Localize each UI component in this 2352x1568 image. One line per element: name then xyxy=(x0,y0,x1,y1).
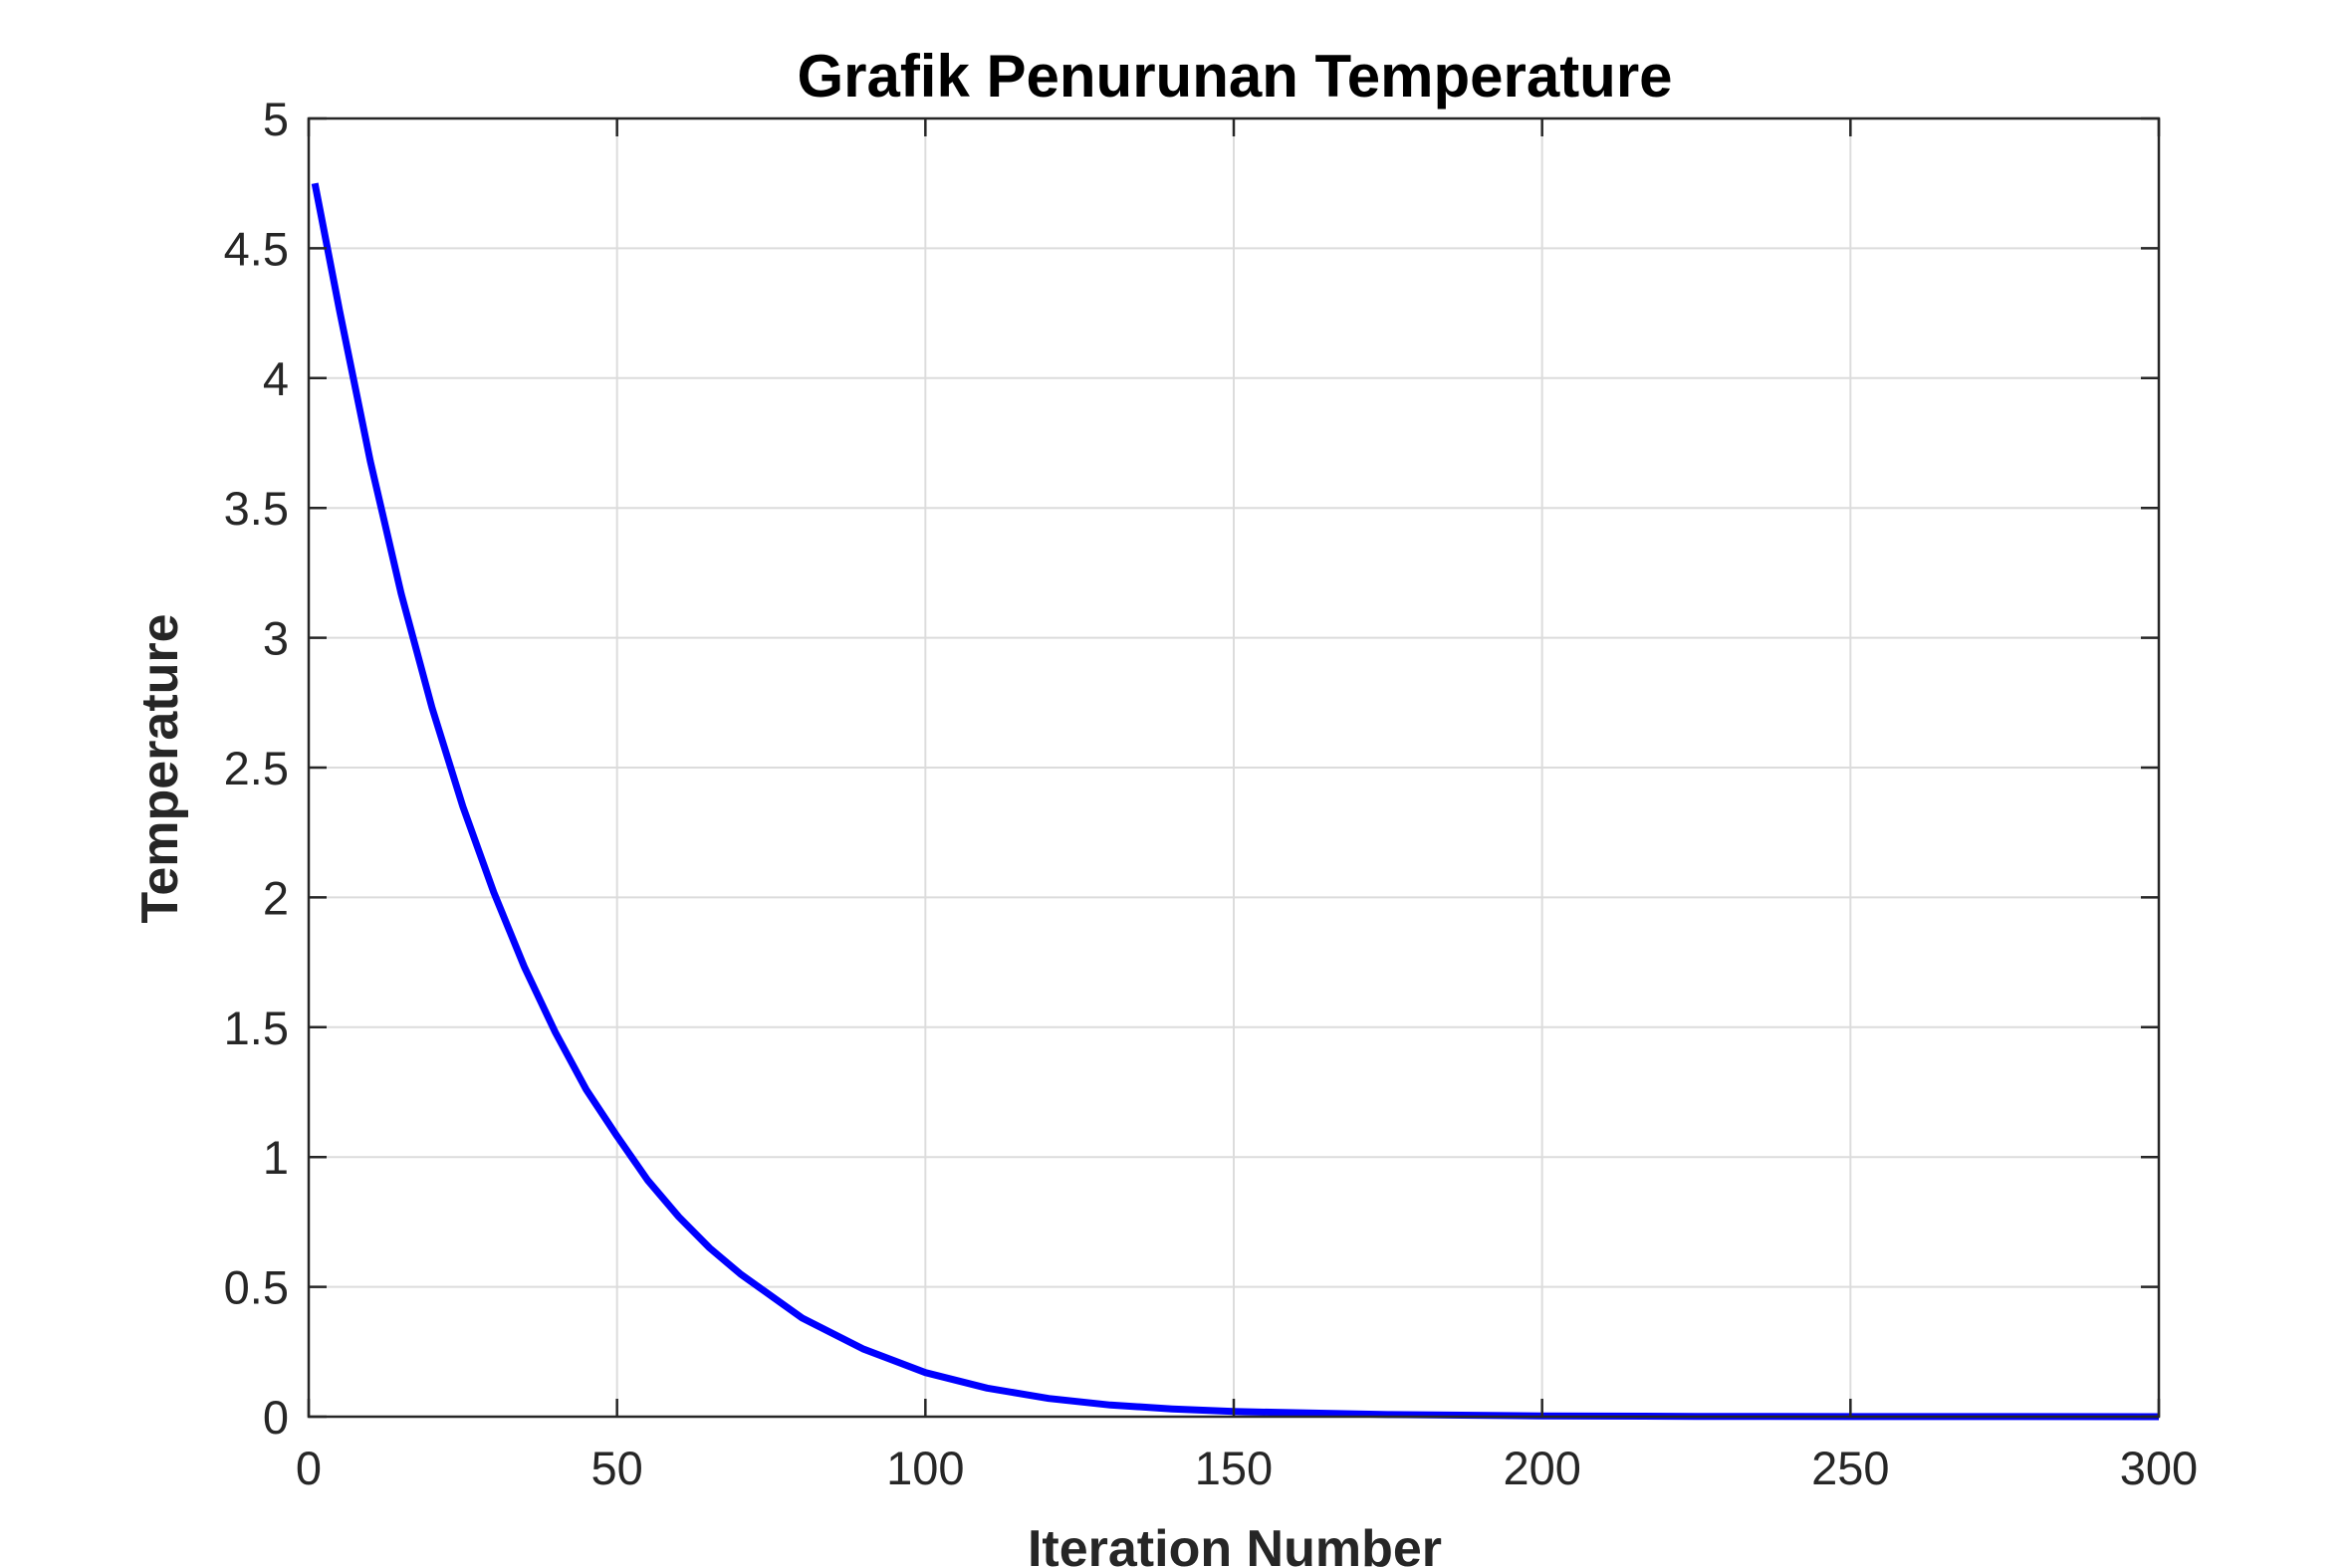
y-tick-label: 5 xyxy=(263,93,289,145)
y-tick-label: 1 xyxy=(263,1131,289,1184)
y-tick-label: 3 xyxy=(263,612,289,665)
plot-area-border xyxy=(307,116,2161,1419)
x-tick-label: 250 xyxy=(1811,1442,1889,1494)
y-tick-label: 3.5 xyxy=(224,482,289,535)
grid-lines xyxy=(309,118,2159,1417)
x-tick-label: 100 xyxy=(886,1442,964,1494)
x-tick-label: 200 xyxy=(1503,1442,1580,1494)
x-axis-title: Iteration Number xyxy=(1028,1520,1442,1568)
y-tick-label: 0 xyxy=(263,1391,289,1444)
tick-labels: 0 50 100 150 200 250 300 0 0.5 1 1.5 2 2.5 3 3.5 4 4.5 5 xyxy=(224,93,2199,1494)
y-tick-label: 0.5 xyxy=(224,1261,289,1314)
y-tick-label: 2 xyxy=(263,871,289,924)
y-tick-label: 4 xyxy=(263,352,289,405)
x-tick-label: 300 xyxy=(2120,1442,2198,1494)
y-tick-label: 2.5 xyxy=(224,742,289,794)
x-tick-label: 0 xyxy=(296,1442,322,1494)
axes xyxy=(307,116,2161,1419)
y-axis-title: Temperature xyxy=(131,613,189,923)
y-tick-label: 4.5 xyxy=(224,222,289,275)
series-group xyxy=(311,182,2160,1421)
chart-title: Grafik Penurunan Temperature xyxy=(797,43,1672,110)
y-tick-label: 1.5 xyxy=(224,1002,289,1054)
x-tick-label: 150 xyxy=(1195,1442,1273,1494)
series-line-0 xyxy=(311,182,2160,1421)
x-tick-label: 50 xyxy=(591,1442,643,1494)
